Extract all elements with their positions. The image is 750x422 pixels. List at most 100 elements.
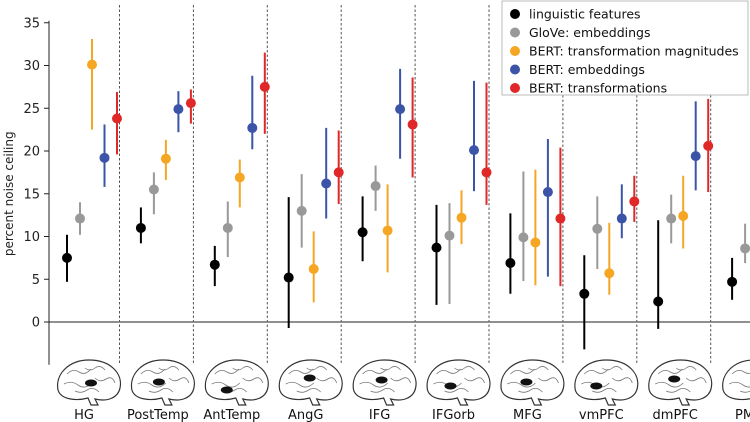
brain-region-highlight <box>152 378 165 386</box>
brain-icons <box>57 359 750 406</box>
brain-icon <box>204 359 269 406</box>
category-labels: HG PostTemp AntTemp AngG IFG IFGorb MFG vmPFC dm… <box>74 408 750 422</box>
data-point <box>99 152 110 163</box>
brain-outline <box>648 359 713 406</box>
brain-gyrus <box>380 366 401 371</box>
brain-gyrus <box>538 377 559 384</box>
y-tick-label: 35 <box>23 16 40 31</box>
brain-gyrus <box>444 388 469 393</box>
data-point <box>283 272 294 283</box>
brain-region-highlight <box>375 376 388 384</box>
data-point <box>112 113 122 124</box>
data-point <box>333 167 344 178</box>
data-point <box>727 276 738 287</box>
brain-outline <box>574 359 639 406</box>
data-point <box>75 213 85 224</box>
brain-gyrus <box>242 377 264 384</box>
category-label: PMC <box>735 408 750 422</box>
category-label: AntTemp <box>203 408 260 422</box>
brain-gyrus <box>74 388 100 393</box>
data-point <box>87 59 97 70</box>
brain-gyrus <box>214 368 240 375</box>
data-point <box>382 225 393 236</box>
y-tick-label: 15 <box>23 187 40 202</box>
y-tick-label: 0 <box>32 316 40 331</box>
data-point <box>481 167 492 178</box>
data-point <box>357 227 368 238</box>
data-point <box>444 230 455 241</box>
data-point <box>555 213 566 224</box>
data-point <box>234 172 245 183</box>
brain-gyrus <box>655 381 684 388</box>
category-label: HG <box>74 408 94 422</box>
data-point <box>456 212 467 223</box>
brain-icon <box>57 359 122 406</box>
brain-region-highlight <box>520 378 533 386</box>
data-point <box>185 98 196 109</box>
brain-icon <box>648 359 713 406</box>
brain-gyrus <box>464 377 485 384</box>
brain-region-highlight <box>85 379 97 387</box>
brain-gyrus <box>148 388 174 393</box>
legend-marker <box>510 46 520 56</box>
category-label: IFGorb <box>432 408 475 422</box>
brain-region-highlight <box>303 374 316 382</box>
brain-gyrus <box>612 377 633 384</box>
legend-marker <box>510 9 520 19</box>
brain-gyrus <box>584 368 609 375</box>
brain-gyrus <box>675 366 697 371</box>
brain-gyrus <box>390 377 411 384</box>
brain-gyrus <box>454 366 475 371</box>
brain-gyrus <box>510 368 535 375</box>
brain-icon <box>426 359 491 406</box>
y-tick-label: 10 <box>23 230 40 245</box>
brain-outline <box>278 359 343 406</box>
data-point <box>530 237 541 248</box>
legend-marker <box>510 83 520 93</box>
brain-gyrus <box>739 390 750 393</box>
category-label: PostTemp <box>127 408 189 422</box>
y-tick-label: 5 <box>32 273 40 288</box>
y-tick-label: 20 <box>23 145 40 160</box>
brain-gyrus <box>731 370 750 375</box>
data-point <box>321 178 332 189</box>
brain-gyrus <box>66 368 92 375</box>
brain-gyrus <box>592 388 617 393</box>
brain-gyrus <box>359 381 388 388</box>
data-marks <box>62 38 750 350</box>
brain-gyrus <box>296 388 321 393</box>
brain-gyrus <box>666 388 691 393</box>
legend-box <box>501 0 749 96</box>
category-label: IFG <box>369 408 390 422</box>
brain-icon <box>500 359 565 406</box>
data-point <box>222 222 233 233</box>
brain-gyrus <box>94 377 116 384</box>
brain-gyrus <box>316 377 338 384</box>
brain-gyrus <box>685 377 707 384</box>
legend-label: BERT: transformations <box>529 81 667 96</box>
data-point <box>690 151 701 162</box>
brain-gyrus <box>728 381 750 388</box>
data-point <box>505 258 516 269</box>
y-axis-label: percent noise ceiling <box>2 131 16 256</box>
brain-gyrus <box>507 381 536 388</box>
brain-gyrus <box>362 368 387 375</box>
data-point <box>431 242 442 253</box>
legend-marker <box>510 27 520 38</box>
category-label: dmPFC <box>653 408 698 422</box>
category-label: MFG <box>513 408 542 422</box>
data-point <box>740 243 750 254</box>
data-point <box>395 104 406 115</box>
data-point <box>629 196 640 207</box>
brain-gyrus <box>306 366 328 371</box>
brain-region-highlight <box>444 382 457 390</box>
data-point <box>308 263 319 274</box>
brain-outline <box>204 359 269 406</box>
data-point <box>518 232 529 243</box>
brain-gyrus <box>436 368 461 375</box>
data-point <box>173 104 184 115</box>
data-point <box>703 140 714 151</box>
data-point <box>678 210 689 221</box>
data-point <box>542 187 553 198</box>
